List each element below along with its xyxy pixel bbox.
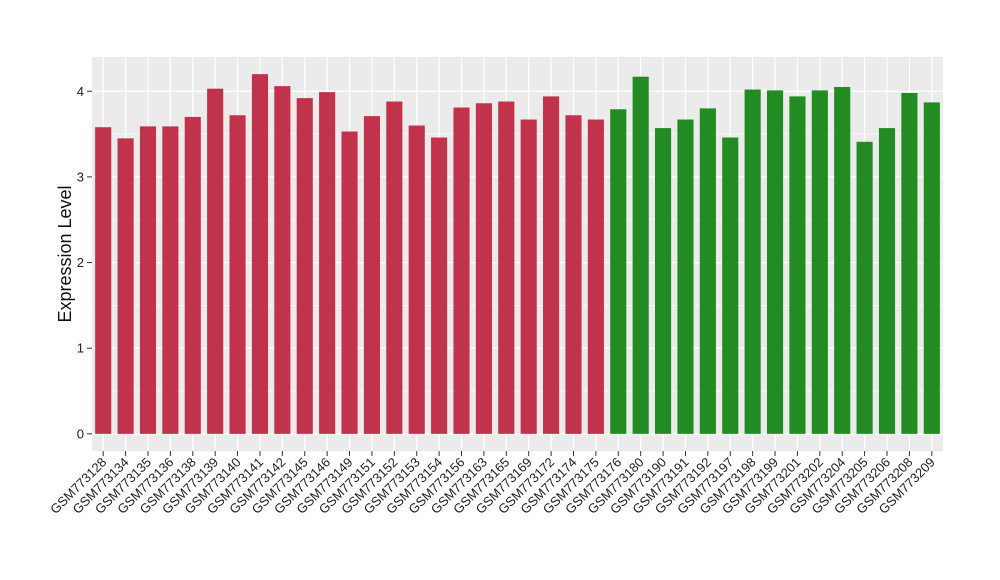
bar-GSM773138 <box>184 116 201 434</box>
bar-GSM773152 <box>386 101 403 434</box>
bar-GSM773128 <box>95 127 112 434</box>
bar-GSM773174 <box>565 115 582 434</box>
bar-GSM773199 <box>766 90 784 434</box>
bar-GSM773180 <box>632 76 649 434</box>
bar-GSM773198 <box>744 89 761 434</box>
bar-GSM773208 <box>901 92 918 434</box>
bar-GSM773149 <box>341 131 358 434</box>
y-axis: 0 1 2 3 4 <box>77 84 92 441</box>
bar-GSM773191 <box>677 119 694 434</box>
bar-GSM773135 <box>139 126 157 434</box>
bar-GSM773192 <box>699 108 716 434</box>
bar-GSM773153 <box>408 125 425 434</box>
bar-GSM773141 <box>251 74 269 434</box>
y-tick-label: 3 <box>77 169 84 184</box>
bar-GSM773202 <box>811 90 828 434</box>
bar-GSM773134 <box>117 138 134 434</box>
bar-GSM773165 <box>498 101 515 434</box>
bar-GSM773163 <box>475 103 492 434</box>
y-tick-label: 1 <box>77 341 84 356</box>
bar-GSM773204 <box>834 86 851 434</box>
bar-GSM773146 <box>319 92 336 434</box>
bar-GSM773151 <box>363 116 380 434</box>
bar-GSM773156 <box>453 107 470 434</box>
bar-GSM773175 <box>587 119 604 434</box>
y-tick-label: 4 <box>77 84 84 99</box>
y-tick-label: 2 <box>77 255 84 270</box>
bar-GSM773140 <box>229 115 246 434</box>
bar-GSM773190 <box>655 128 672 434</box>
bar-GSM773176 <box>610 109 627 434</box>
bar-GSM773145 <box>296 98 313 434</box>
bar-GSM773172 <box>543 96 560 434</box>
bar-GSM773197 <box>722 137 739 434</box>
y-axis-title: Expression Level <box>55 185 75 322</box>
bar-GSM773136 <box>162 126 179 434</box>
bar-GSM773139 <box>207 88 224 434</box>
bar-GSM773205 <box>856 141 873 434</box>
y-tick-label: 0 <box>77 426 84 441</box>
bar-GSM773169 <box>520 119 537 434</box>
bars-group <box>95 74 940 434</box>
bar-GSM773206 <box>878 128 896 434</box>
bar-GSM773142 <box>274 86 291 434</box>
bar-GSM773209 <box>923 102 940 434</box>
bar-GSM773201 <box>789 96 806 434</box>
bar-GSM773154 <box>431 137 448 434</box>
x-axis: GSM773128GSM773134GSM773135GSM773136GSM7… <box>47 451 938 517</box>
